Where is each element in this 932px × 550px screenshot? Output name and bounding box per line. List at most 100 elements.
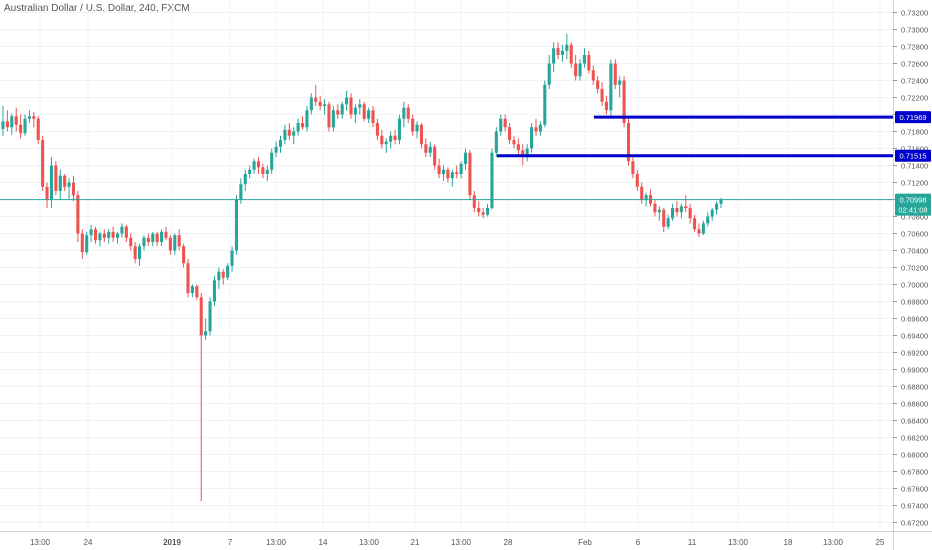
candle-body[interactable] — [662, 209, 666, 227]
candle-body[interactable] — [446, 169, 450, 179]
candle-body[interactable] — [411, 118, 415, 132]
candle-body[interactable] — [578, 63, 582, 77]
candle-body[interactable] — [93, 229, 98, 241]
candle-body[interactable] — [107, 231, 111, 238]
candle-body[interactable] — [688, 208, 692, 219]
candle-body[interactable] — [261, 167, 265, 174]
candle-body[interactable] — [336, 110, 340, 115]
candle-body[interactable] — [587, 55, 591, 71]
candle-body[interactable] — [547, 63, 551, 85]
candle-body[interactable] — [375, 123, 379, 136]
candle-body[interactable] — [14, 116, 18, 125]
candle-body[interactable] — [190, 286, 194, 293]
candle-body[interactable] — [248, 169, 252, 174]
candle-body[interactable] — [574, 63, 578, 77]
candle-body[interactable] — [397, 118, 401, 140]
candle-body[interactable] — [186, 263, 190, 293]
candle-body[interactable] — [67, 182, 71, 187]
candle-body[interactable] — [679, 206, 683, 213]
candle-body[interactable] — [706, 216, 710, 224]
candle-body[interactable] — [710, 209, 714, 217]
candle-body[interactable] — [274, 146, 278, 153]
candle-body[interactable] — [362, 104, 366, 119]
candle-body[interactable] — [472, 195, 476, 208]
candle-body[interactable] — [27, 116, 31, 119]
candle-body[interactable] — [525, 148, 529, 158]
candle-body[interactable] — [613, 63, 617, 85]
candle-body[interactable] — [76, 195, 80, 234]
candle-body[interactable] — [63, 175, 67, 187]
candle-body[interactable] — [195, 286, 199, 298]
candle-body[interactable] — [631, 161, 635, 174]
candle-body[interactable] — [41, 140, 45, 187]
candle-body[interactable] — [19, 124, 23, 134]
candle-body[interactable] — [450, 172, 454, 179]
candle-body[interactable] — [530, 127, 534, 149]
candle-body[interactable] — [102, 233, 106, 238]
candle-body[interactable] — [560, 50, 564, 55]
candle-body[interactable] — [340, 104, 344, 115]
candle-body[interactable] — [168, 237, 172, 251]
candle-body[interactable] — [217, 271, 221, 281]
candle-body[interactable] — [684, 206, 688, 208]
candle-body[interactable] — [309, 97, 313, 111]
candle-body[interactable] — [485, 208, 490, 215]
candle-body[interactable] — [349, 97, 353, 115]
candle-body[interactable] — [155, 233, 159, 243]
candle-body[interactable] — [256, 161, 261, 168]
candle-body[interactable] — [499, 118, 503, 132]
candle-body[interactable] — [133, 246, 137, 259]
candle-body[interactable] — [644, 195, 648, 200]
candle-body[interactable] — [173, 235, 177, 251]
candle-body[interactable] — [569, 44, 573, 64]
candle-body[interactable] — [424, 144, 428, 153]
candle-body[interactable] — [138, 246, 142, 259]
candle-body[interactable] — [199, 297, 203, 336]
candle-body[interactable] — [314, 97, 318, 102]
candle-body[interactable] — [565, 44, 569, 51]
candle-body[interactable] — [283, 129, 287, 140]
candle-body[interactable] — [494, 131, 498, 153]
candle-body[interactable] — [204, 331, 208, 336]
candle-body[interactable] — [353, 107, 357, 115]
candle-body[interactable] — [226, 265, 230, 278]
candle-body[interactable] — [635, 174, 639, 187]
candle-body[interactable] — [693, 218, 697, 230]
candle-body[interactable] — [609, 63, 613, 111]
candle-body[interactable] — [36, 118, 40, 140]
candle-body[interactable] — [406, 107, 410, 119]
candle-body[interactable] — [455, 172, 459, 174]
candle-body[interactable] — [538, 124, 542, 132]
candle-body[interactable] — [208, 301, 212, 332]
candle-body[interactable] — [182, 246, 186, 264]
candle-body[interactable] — [318, 101, 322, 106]
candle-body[interactable] — [151, 233, 155, 243]
candle-body[interactable] — [270, 152, 274, 170]
candle-body[interactable] — [300, 123, 305, 128]
candle-body[interactable] — [45, 186, 49, 200]
candle-body[interactable] — [512, 140, 516, 145]
candle-body[interactable] — [120, 226, 124, 234]
candle-body[interactable] — [543, 84, 547, 125]
candle-body[interactable] — [243, 174, 247, 185]
candle-body[interactable] — [477, 208, 481, 213]
candle-body[interactable] — [331, 110, 335, 128]
candle-body[interactable] — [389, 135, 393, 142]
candle-body[interactable] — [402, 107, 406, 119]
candle-body[interactable] — [115, 233, 120, 238]
candle-body[interactable] — [305, 110, 309, 128]
candle-body[interactable] — [604, 101, 609, 111]
candle-body[interactable] — [441, 169, 446, 174]
candle-body[interactable] — [80, 233, 84, 253]
candle-body[interactable] — [358, 104, 362, 108]
candle-body[interactable] — [516, 144, 520, 151]
candle-body[interactable] — [653, 203, 657, 213]
candle-body[interactable] — [719, 199, 723, 204]
candle-body[interactable] — [32, 116, 36, 119]
candle-body[interactable] — [287, 129, 291, 136]
candle-body[interactable] — [124, 226, 128, 238]
candle-body[interactable] — [160, 231, 164, 242]
candle-body[interactable] — [71, 182, 76, 196]
candle-body[interactable] — [177, 235, 181, 247]
